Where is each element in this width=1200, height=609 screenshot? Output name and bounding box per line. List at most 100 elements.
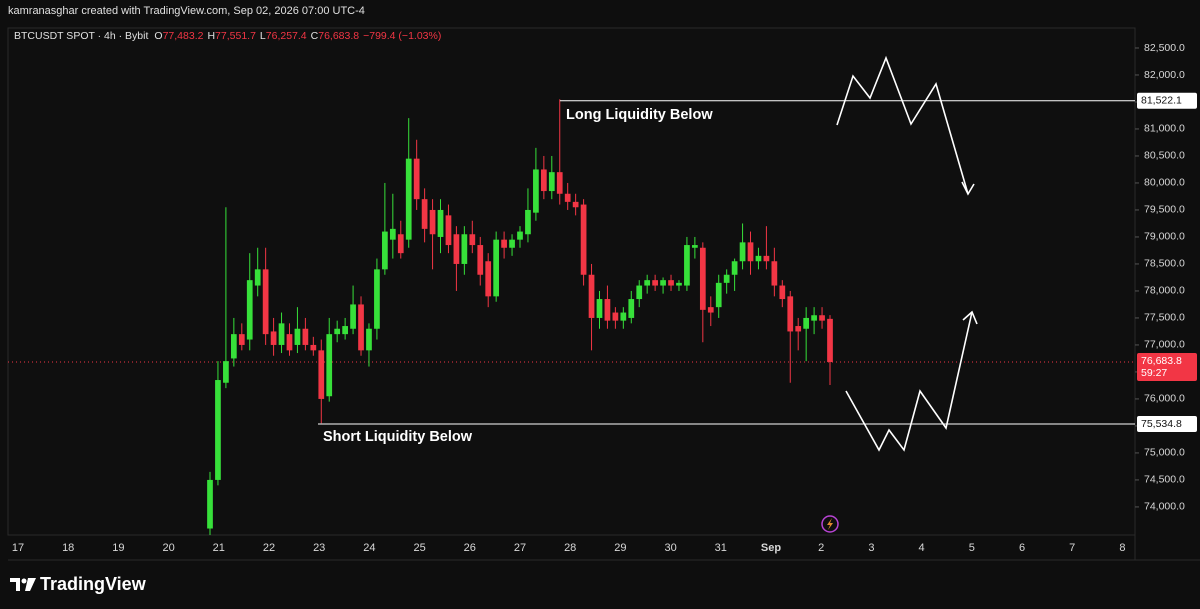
candle-body xyxy=(278,323,285,345)
x-tick-label: 24 xyxy=(363,542,375,554)
candle-body xyxy=(684,245,690,286)
candle-body xyxy=(501,239,507,248)
candle-body xyxy=(469,234,476,246)
price-tag xyxy=(1137,353,1197,382)
y-tick-label: 76,000.0 xyxy=(1144,393,1185,405)
x-tick-label: 29 xyxy=(614,542,626,554)
ohlc-value: 77,483.2 xyxy=(163,30,204,42)
candle-body xyxy=(374,269,380,329)
x-tick-label: 21 xyxy=(213,542,225,554)
candle-body xyxy=(668,280,674,286)
candle-body xyxy=(707,307,714,313)
candle-body xyxy=(811,315,817,321)
candle-body xyxy=(358,304,364,351)
symbol: BTCUSDT SPOT · 4h · Bybit xyxy=(14,30,148,42)
header: kamranasghar created with TradingView.co… xyxy=(8,5,365,17)
candle-body xyxy=(382,231,388,270)
candle-body xyxy=(564,193,571,202)
candle-body xyxy=(819,315,825,321)
candle-body xyxy=(421,199,428,229)
candle-body xyxy=(771,261,778,286)
icon-bolt xyxy=(827,518,833,530)
candle-body xyxy=(342,326,348,335)
y-tick-label: 80,500.0 xyxy=(1144,150,1185,162)
candle-body xyxy=(405,158,412,240)
drawn-path xyxy=(845,311,973,452)
candle-body xyxy=(445,215,452,246)
x-tick-label: 4 xyxy=(919,542,925,554)
candle-body xyxy=(366,328,372,351)
candle-body xyxy=(397,234,404,254)
ohlc-value: 76,257.4 xyxy=(266,30,307,42)
candle-body xyxy=(644,280,651,286)
x-tick-label: 7 xyxy=(1069,542,1075,554)
y-tick-label: 77,500.0 xyxy=(1144,312,1185,324)
x-tick-label: 22 xyxy=(263,542,275,554)
x-tick-label: 23 xyxy=(313,542,325,554)
candle-body xyxy=(493,239,500,297)
drawn-path xyxy=(836,55,969,195)
candle-body xyxy=(604,299,611,321)
candle-body xyxy=(739,242,746,262)
x-tick-label: Sep xyxy=(761,542,781,554)
candle-body xyxy=(429,209,436,235)
candle-body xyxy=(525,209,531,235)
candle-body xyxy=(612,312,619,321)
candle-body xyxy=(692,245,698,248)
y-tick-label: 82,500.0 xyxy=(1144,42,1185,54)
lightning-icon xyxy=(821,515,839,533)
y-tick-label: 75,000.0 xyxy=(1144,447,1185,459)
candle-body xyxy=(620,312,627,321)
arrow-head xyxy=(961,181,975,196)
candle-body xyxy=(302,328,309,345)
candle-body xyxy=(588,274,595,318)
candle-body xyxy=(294,328,301,345)
change: −799.4 (−1.03%) xyxy=(363,30,441,42)
candle-body xyxy=(676,282,682,286)
y-tick-label: 77,000.0 xyxy=(1144,339,1185,351)
candle-body xyxy=(556,172,563,194)
y-tick-label: 78,000.0 xyxy=(1144,285,1185,297)
level-tag xyxy=(1137,416,1197,433)
candle-body xyxy=(827,318,833,363)
candle-body xyxy=(795,326,802,332)
y-tick-label: 74,000.0 xyxy=(1144,501,1185,513)
candle-body xyxy=(254,269,261,286)
countdown: 59:27 xyxy=(1141,367,1167,379)
candle-body xyxy=(699,247,706,310)
x-tick-label: 25 xyxy=(413,542,425,554)
candle-body xyxy=(533,169,539,213)
candle-body xyxy=(652,280,658,286)
candle-body xyxy=(580,204,587,275)
ohlc-key: L xyxy=(260,30,266,42)
candle-body xyxy=(509,239,515,248)
x-tick-label: 3 xyxy=(868,542,874,554)
x-tick-label: 27 xyxy=(514,542,526,554)
level-tag xyxy=(1137,92,1197,109)
candle-body xyxy=(389,228,396,240)
ohlc-key: C xyxy=(311,30,319,42)
y-tick-label: 78,500.0 xyxy=(1144,258,1185,270)
candle-body xyxy=(262,269,269,335)
level-tag-label: 75,534.8 xyxy=(1141,418,1182,430)
level-text: Short Liquidity Below xyxy=(323,429,473,445)
logo: TradingView xyxy=(10,574,147,594)
candle-body xyxy=(628,299,635,318)
x-tick-label: 28 xyxy=(564,542,576,554)
candle-body xyxy=(461,234,468,264)
candle-body xyxy=(350,304,356,329)
candle-body xyxy=(540,169,547,192)
price-tag-label: 76,683.8 xyxy=(1141,355,1182,367)
candle-body xyxy=(207,479,213,529)
candle-body xyxy=(453,234,460,264)
arrow-head xyxy=(962,310,978,325)
candle-body xyxy=(485,261,492,297)
candle-body xyxy=(437,209,444,237)
x-tick-label: 8 xyxy=(1119,542,1125,554)
x-tick-label: 5 xyxy=(969,542,975,554)
level-tag-label: 81,522.1 xyxy=(1141,95,1182,107)
ohlc-key: O xyxy=(154,30,162,42)
candle-body xyxy=(310,344,317,351)
y-tick-label: 79,500.0 xyxy=(1144,204,1185,216)
level-text: Long Liquidity Below xyxy=(566,107,713,123)
